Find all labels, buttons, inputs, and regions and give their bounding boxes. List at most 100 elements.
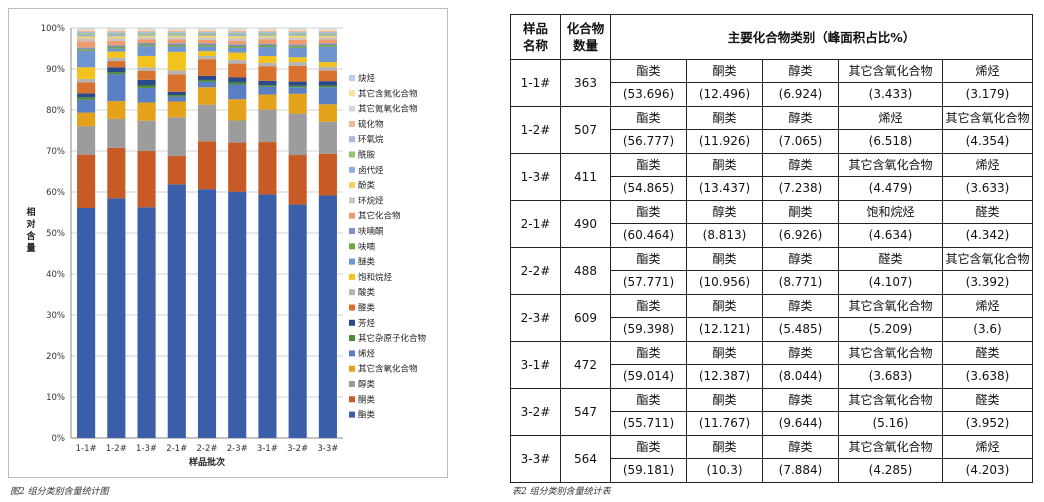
bar-segment xyxy=(137,102,156,121)
bar-segment xyxy=(258,62,277,67)
x-axis-title: 样品批次 xyxy=(189,456,225,468)
bar-segment xyxy=(318,28,337,29)
compound-cell: 酮类 (13.437) xyxy=(686,153,763,201)
bar-segment xyxy=(167,33,186,35)
bar-segment xyxy=(167,70,186,75)
bar-segment xyxy=(258,47,277,57)
bar-segment xyxy=(77,97,96,100)
header-count-line1: 化合物 xyxy=(566,21,605,36)
bar-segment xyxy=(288,46,307,48)
bar-segment xyxy=(77,38,96,42)
sample-name-cell: 2-1# xyxy=(510,200,561,248)
bar-segment xyxy=(197,39,217,44)
compound-category-name: 醇类 xyxy=(763,296,838,318)
bar-segment xyxy=(228,47,247,53)
legend-label: 环烷烃 xyxy=(358,195,384,206)
bar-segment xyxy=(318,70,337,82)
bar-segment xyxy=(167,96,186,102)
compound-category-name: 饱和烷烃 xyxy=(839,202,942,224)
bar-segment xyxy=(107,38,126,41)
legend-swatch xyxy=(349,136,355,143)
bar-segment xyxy=(137,151,156,208)
bar-segment xyxy=(107,29,126,31)
bar-segment xyxy=(107,40,126,46)
y-tick-label: 10% xyxy=(46,393,65,403)
bar-segment xyxy=(167,37,186,40)
compound-cell: 醇类 (7.884) xyxy=(762,435,839,483)
header-compound-count: 化合物 数量 xyxy=(560,14,611,60)
legend-label: 醛类 xyxy=(358,303,376,314)
compound-category-name: 醛类 xyxy=(943,202,1032,224)
compound-cell: 饱和烷烃 (4.634) xyxy=(838,200,943,248)
bar-segment xyxy=(167,156,186,185)
bar-segment xyxy=(288,37,307,40)
bar-segment xyxy=(77,49,96,51)
compound-category-name: 醛类 xyxy=(943,343,1032,365)
compound-category-name: 酯类 xyxy=(611,108,686,130)
legend-swatch xyxy=(349,381,355,387)
table-row: 1-2# 507 酯类 (56.777) 酮类 (11.926) 醇类 (7.065) 烯烃 (6… xyxy=(510,106,1033,154)
compound-category-name: 烯烃 xyxy=(943,61,1032,83)
compound-category-name: 醇类 xyxy=(763,343,838,365)
compound-category-name: 酯类 xyxy=(611,437,686,459)
bar-segment xyxy=(107,45,126,48)
compound-cell: 酮类 (10.3) xyxy=(686,435,763,483)
compound-cell: 其它含氧化合物 (3.433) xyxy=(838,59,943,107)
bar-segment xyxy=(228,38,247,41)
bar-segment xyxy=(167,101,186,118)
table-header-row: 样品 名称 化合物 数量 主要化合物类别（峰面积占比%） xyxy=(510,14,1033,60)
bar-segment xyxy=(137,79,156,86)
y-axis-title-char: 量 xyxy=(26,242,35,254)
bar-segment xyxy=(137,207,156,438)
compound-cell: 其它含氧化合物 (5.16) xyxy=(838,388,943,436)
bar-segment xyxy=(167,30,186,33)
compound-category-name: 酯类 xyxy=(611,343,686,365)
bar-segment xyxy=(167,117,186,157)
compound-category-name: 酯类 xyxy=(611,249,686,271)
bar-segment xyxy=(288,29,307,31)
sample-name-cell: 1-2# xyxy=(510,106,561,154)
bar-segment xyxy=(318,35,337,38)
bar-segment xyxy=(107,34,126,37)
bar-segment xyxy=(288,47,307,58)
bar-segment xyxy=(107,51,126,58)
legend-swatch xyxy=(349,273,355,280)
compound-cell: 醛类 (3.952) xyxy=(942,388,1033,436)
compound-cell: 其它含氧化合物 (3.392) xyxy=(942,247,1033,295)
bar-segment xyxy=(228,36,247,39)
bar-segment xyxy=(77,47,96,50)
compound-cell: 其它含氧化合物 (4.285) xyxy=(838,435,943,483)
compound-area-percent: (12.387) xyxy=(698,369,751,383)
bar-segment xyxy=(258,34,277,36)
table-row: 3-3# 564 酯类 (59.181) 酮类 (10.3) 醇类 (7.884) 其它含氧化合… xyxy=(510,435,1033,483)
compound-area-percent: (10.956) xyxy=(698,275,751,289)
bar-segment xyxy=(137,29,156,31)
compound-area-percent: (12.496) xyxy=(698,87,751,101)
bar-segment xyxy=(228,82,247,85)
bar-segment xyxy=(228,142,247,192)
sample-name-cell: 3-1# xyxy=(510,341,561,389)
compound-area-percent: (8.771) xyxy=(778,275,823,289)
bar-segment xyxy=(318,34,337,36)
bar-segment xyxy=(228,52,247,60)
legend-label: 其它含氮化合物 xyxy=(358,88,418,99)
compound-category-name: 酯类 xyxy=(611,202,686,224)
header-main-categories: 主要化合物类别（峰面积占比%） xyxy=(610,14,1033,60)
compound-category-name: 烯烃 xyxy=(839,108,942,130)
bar-segment xyxy=(318,81,337,86)
legend-label: 酸类 xyxy=(358,287,376,298)
compound-category-name: 醇类 xyxy=(687,202,762,224)
compound-cell: 醛类 (4.107) xyxy=(838,247,943,295)
bar-segment xyxy=(228,29,247,31)
bar-segment xyxy=(318,121,337,154)
table-row: 3-2# 547 酯类 (55.711) 酮类 (11.767) 醇类 (9.644) 其它含氧… xyxy=(510,388,1033,436)
bar-segment xyxy=(197,79,217,82)
legend-label: 其它化合物 xyxy=(358,211,401,222)
table-row: 1-1# 363 酯类 (53.696) 酮类 (12.496) 醇类 (6.924) 其它含氧… xyxy=(510,59,1033,107)
bar-segment xyxy=(258,86,277,95)
compound-cell: 醇类 (8.044) xyxy=(762,341,839,389)
bar-segment xyxy=(258,35,277,38)
compound-count-cell: 609 xyxy=(560,294,611,342)
bar-segment xyxy=(137,120,156,152)
bar-segment xyxy=(318,30,337,33)
